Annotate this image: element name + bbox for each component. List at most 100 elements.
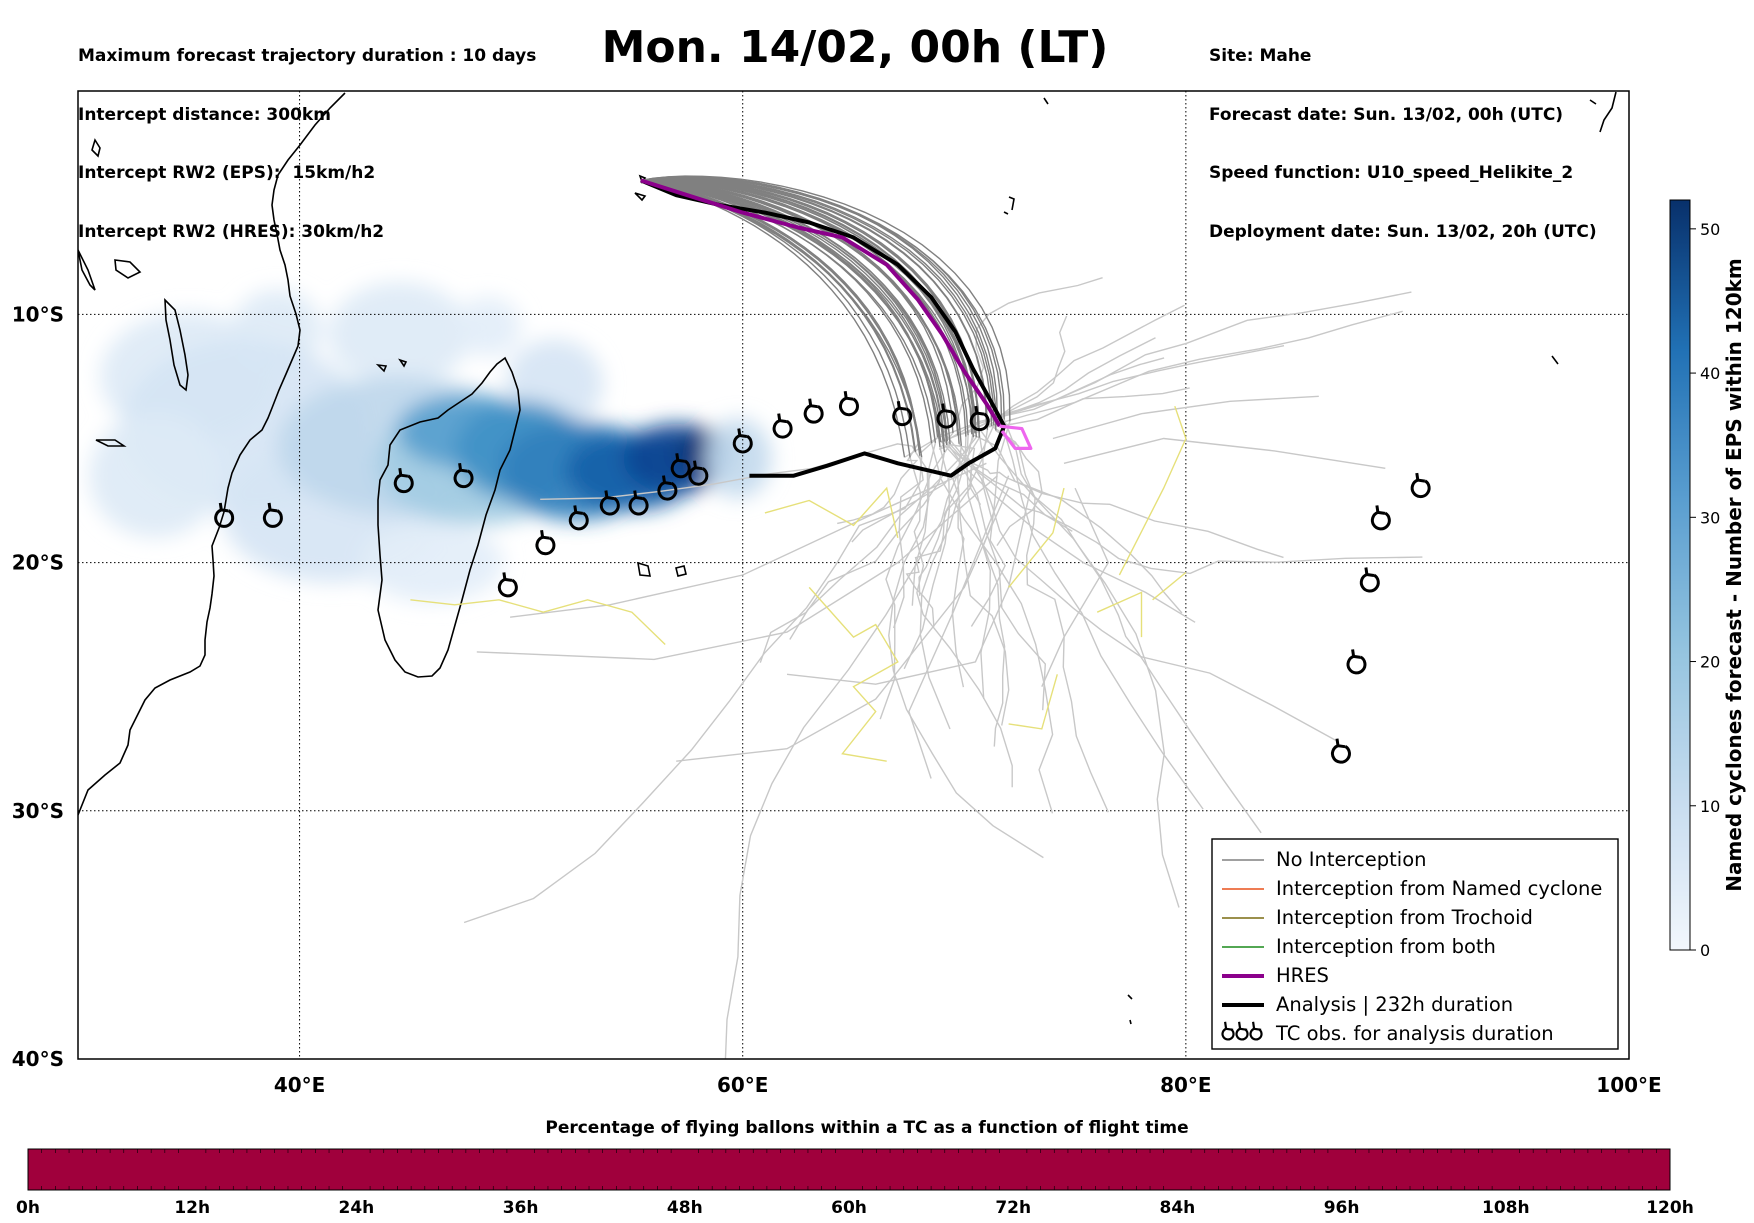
lake-tanganyika [78, 249, 96, 291]
late-trajectory [1003, 419, 1262, 834]
axis-labels: 10°S 20°S 30°S 40°S 40°E 60°E 80°E 100°E [12, 302, 1662, 1097]
tc-observation-icon [568, 505, 589, 531]
coastlines [78, 91, 1617, 1025]
late-trajectory [1000, 422, 1204, 810]
trochoid-trajectory [1008, 487, 1065, 588]
late-trajectory [903, 446, 951, 670]
density-blob [328, 282, 471, 387]
tc-observation-icon [599, 490, 620, 516]
density-blob [454, 297, 522, 357]
late-trajectory [937, 436, 1047, 711]
percentage-bar-title: Percentage of flying ballons within a TC… [545, 1118, 1188, 1138]
late-trajectory [995, 429, 1109, 813]
late-trajectory [971, 433, 1183, 614]
percentage-tick-label: 72h [995, 1198, 1031, 1218]
legend-label: No Interception [1276, 848, 1427, 871]
tc-observation-icon [688, 460, 709, 486]
ensemble-trajectory [640, 179, 921, 456]
reunion [636, 561, 651, 577]
analysis-track [640, 178, 1007, 478]
percentage-bar-outline [27, 1148, 1671, 1191]
latitude-label: 10°S [12, 302, 64, 326]
latitude-label: 40°S [12, 1047, 64, 1071]
tc-observation-icon [670, 453, 691, 479]
percentage-tick-label: 48h [667, 1198, 703, 1218]
tc-observation-icon [393, 467, 414, 494]
info-line: Speed function: U10_speed_Helikite_2 [1209, 163, 1574, 183]
tc-observations [214, 390, 1431, 764]
late-trajectory [970, 421, 1011, 627]
percentage-tick-label: 120h [1646, 1198, 1694, 1218]
legend-label: Interception from both [1276, 935, 1496, 958]
density-colorbar: 0 10 20 30 40 50 Named cyclones forecast - Nu… [1669, 199, 1746, 960]
percentage-tick-label: 12h [174, 1198, 210, 1218]
late-trajectory [978, 433, 1338, 743]
late-trajectory [1063, 437, 1386, 469]
tc-observation-icon [453, 462, 474, 489]
colorbar-tick-label: 0 [1700, 941, 1710, 960]
late-trajectory [974, 315, 1068, 430]
madagascar-coastline [377, 356, 521, 678]
longitude-label: 60°E [717, 1073, 769, 1097]
longitude-label: 100°E [1596, 1073, 1661, 1097]
percentage-tick-label: 24h [339, 1198, 375, 1218]
tc-observation-icon [214, 502, 235, 528]
density-blob [361, 522, 504, 603]
density-blob [89, 413, 223, 538]
main-tracks [640, 178, 1033, 478]
late-trajectory [724, 437, 980, 1059]
late-trajectory [957, 310, 1403, 436]
percentage-bar-ticks: 0h 12h 24h 36h 48h 60h 72h 84h 96h 108h 120h [16, 1149, 1694, 1218]
late-trajectory [893, 455, 924, 629]
tc-observation-icon [732, 428, 753, 454]
tc-observation-icon [803, 398, 824, 424]
colorbar-tick-label: 30 [1700, 508, 1720, 527]
trochoid-trajectory [1008, 674, 1058, 730]
tc-observation-icon [892, 400, 913, 427]
tc-observation-icon [262, 502, 283, 528]
forecast-parameters: Maximum forecast trajectory duration : 1… [78, 8, 536, 262]
tc-observation-icon [969, 405, 990, 432]
site-parameters: Site: Mahe Forecast date: Sun. 13/02, 00… [1209, 8, 1597, 262]
colorbar-tick-label: 10 [1700, 797, 1720, 816]
tc-observation-icon [1346, 649, 1367, 675]
info-line: Maximum forecast trajectory duration : 1… [78, 46, 537, 66]
trochoid-late-trajectories [410, 405, 1187, 762]
late-trajectory [996, 304, 1185, 419]
map-frame [77, 90, 1630, 1060]
hres-late-track [999, 424, 1033, 450]
late-trajectory [510, 462, 987, 618]
colorbar-tick-label: 40 [1700, 364, 1720, 383]
info-line: Site: Mahe [1209, 46, 1312, 66]
latitude-label: 20°S [12, 551, 64, 575]
page-title: Mon. 14/02, 00h (LT) [601, 22, 1109, 73]
late-trajectory [879, 443, 951, 720]
ensemble-trajectory [640, 175, 1011, 422]
legend-label: Interception from Named cyclone [1276, 877, 1602, 900]
legend-frame [1211, 838, 1619, 1050]
legend-label: HRES [1276, 964, 1329, 987]
percentage-tick-label: 108h [1482, 1198, 1530, 1218]
percentage-tick-label: 36h [503, 1198, 539, 1218]
tc-observation-icon [657, 475, 678, 501]
colorbar-ticks: 0 10 20 30 40 50 [1690, 220, 1720, 960]
percentage-bar-fill [28, 1149, 1670, 1190]
longitude-label: 40°E [274, 1073, 326, 1097]
tc-observation-icon [1410, 472, 1431, 499]
late-trajectory [977, 426, 1180, 908]
legend-tc-symbols [1221, 1021, 1263, 1041]
tc-observation-icon [772, 413, 793, 439]
colorbar-tick-label: 20 [1700, 653, 1720, 672]
trochoid-trajectory [1096, 591, 1143, 638]
mauritius [675, 565, 687, 577]
lake-victoria [114, 259, 142, 279]
trochoid-trajectory [808, 586, 899, 762]
info-line: Forecast date: Sun. 13/02, 00h (UTC) [1209, 104, 1564, 125]
lake-malawi [164, 297, 189, 392]
late-trajectory [1041, 487, 1110, 687]
percentage-tick-label: 0h [16, 1198, 40, 1218]
tc-observation-icon [1330, 738, 1351, 764]
late-ensemble-trajectories [463, 277, 1423, 1059]
trochoid-trajectory [1152, 571, 1187, 601]
late-trajectory [888, 442, 1044, 859]
